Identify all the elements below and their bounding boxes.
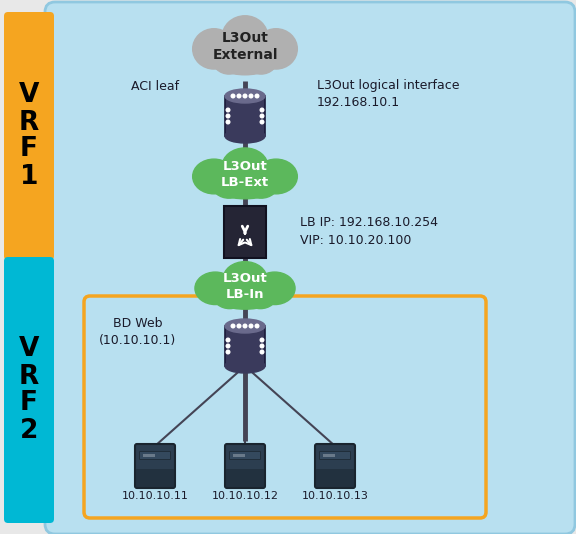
Ellipse shape (211, 41, 246, 74)
FancyBboxPatch shape (4, 12, 54, 260)
FancyBboxPatch shape (225, 326, 265, 366)
Ellipse shape (244, 282, 277, 309)
Ellipse shape (225, 359, 265, 373)
Ellipse shape (214, 174, 276, 199)
Ellipse shape (225, 319, 265, 333)
Circle shape (226, 350, 230, 354)
Ellipse shape (222, 16, 268, 59)
FancyBboxPatch shape (225, 96, 265, 136)
Text: L3Out
LB-Ext: L3Out LB-Ext (221, 160, 269, 189)
Ellipse shape (193, 159, 235, 194)
Ellipse shape (213, 282, 246, 309)
Text: V
R
F
2: V R F 2 (19, 336, 39, 444)
Circle shape (226, 114, 230, 118)
Circle shape (231, 94, 235, 98)
FancyBboxPatch shape (4, 257, 54, 523)
FancyBboxPatch shape (224, 206, 266, 258)
Circle shape (226, 338, 230, 342)
Circle shape (260, 338, 264, 342)
Ellipse shape (215, 286, 275, 309)
Circle shape (249, 94, 253, 98)
Ellipse shape (225, 129, 265, 143)
Circle shape (260, 350, 264, 354)
Circle shape (231, 324, 235, 328)
Bar (143, 454, 155, 457)
FancyBboxPatch shape (225, 444, 265, 488)
Circle shape (243, 94, 247, 98)
Circle shape (226, 108, 230, 112)
Text: L3Out logical interface
192.168.10.1: L3Out logical interface 192.168.10.1 (317, 79, 460, 109)
Ellipse shape (214, 46, 276, 75)
FancyBboxPatch shape (45, 2, 575, 534)
Circle shape (255, 324, 259, 328)
Circle shape (260, 108, 264, 112)
FancyBboxPatch shape (315, 444, 355, 488)
Ellipse shape (255, 159, 297, 194)
Circle shape (237, 94, 241, 98)
Text: L3Out
LB-In: L3Out LB-In (223, 272, 267, 301)
FancyBboxPatch shape (135, 444, 175, 488)
FancyBboxPatch shape (320, 452, 351, 459)
Circle shape (255, 94, 259, 98)
Ellipse shape (222, 148, 268, 185)
Text: 10.10.10.12: 10.10.10.12 (211, 491, 279, 501)
Ellipse shape (225, 89, 265, 103)
FancyBboxPatch shape (229, 452, 260, 459)
Ellipse shape (255, 29, 297, 69)
Circle shape (260, 344, 264, 348)
Text: ACI leaf: ACI leaf (131, 80, 179, 92)
Text: V
R
F
1: V R F 1 (19, 82, 39, 190)
Ellipse shape (255, 272, 295, 304)
Text: LB IP: 192.168.10.254
VIP: 10.10.20.100: LB IP: 192.168.10.254 VIP: 10.10.20.100 (300, 216, 438, 247)
Ellipse shape (244, 170, 278, 198)
Text: L3Out
External: L3Out External (212, 31, 278, 62)
Text: BD Web
(10.10.10.1): BD Web (10.10.10.1) (100, 317, 177, 347)
Circle shape (260, 120, 264, 124)
Ellipse shape (193, 29, 235, 69)
FancyBboxPatch shape (316, 469, 354, 487)
Bar (323, 454, 335, 457)
Ellipse shape (223, 262, 267, 296)
FancyBboxPatch shape (136, 469, 174, 487)
Ellipse shape (211, 170, 246, 198)
Circle shape (226, 344, 230, 348)
FancyBboxPatch shape (139, 452, 170, 459)
FancyBboxPatch shape (226, 469, 264, 487)
Circle shape (243, 324, 247, 328)
Circle shape (226, 120, 230, 124)
Circle shape (237, 324, 241, 328)
Circle shape (260, 114, 264, 118)
Ellipse shape (195, 272, 236, 304)
Ellipse shape (244, 41, 278, 74)
Text: 10.10.10.11: 10.10.10.11 (122, 491, 188, 501)
Bar (233, 454, 245, 457)
Circle shape (249, 324, 253, 328)
Text: 10.10.10.13: 10.10.10.13 (302, 491, 369, 501)
